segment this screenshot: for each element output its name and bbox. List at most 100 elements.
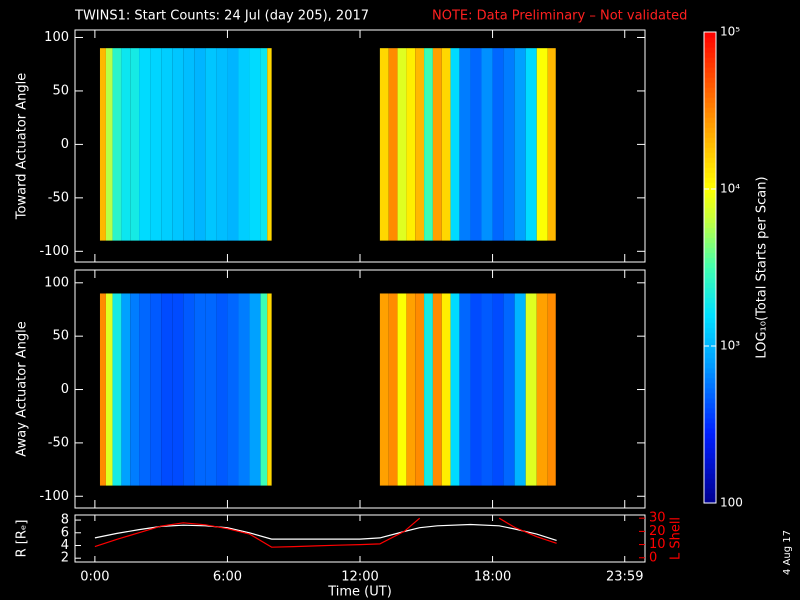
heatmap-cell (492, 293, 504, 486)
heatmap-cell (441, 293, 451, 486)
heatmap-cell (194, 293, 206, 486)
heatmap-cell (172, 48, 184, 241)
x-axis-label: Time (UT) (327, 585, 392, 600)
heatmap-cell (205, 48, 217, 241)
colorbar-segment (704, 132, 716, 138)
colorbar-segment (704, 327, 716, 334)
colorbar-segment (704, 37, 716, 43)
heatmap-cell (547, 48, 556, 241)
colorbar-segment (704, 167, 716, 173)
colorbar-segment (704, 387, 716, 394)
colorbar-segment (704, 302, 716, 309)
y-tick-label: 0 (61, 382, 69, 397)
colorbar-segment (704, 307, 716, 314)
colorbar-segment (704, 477, 716, 484)
colorbar-segment (704, 487, 716, 494)
y-tick-label: -50 (48, 190, 69, 205)
colorbar-segment (704, 467, 716, 474)
chart-note: NOTE: Data Preliminary – Not validated (432, 9, 687, 24)
colorbar-segment (704, 457, 716, 464)
y-axis-label: Toward Actuator Angle (15, 73, 30, 220)
colorbar-segment (704, 367, 716, 374)
colorbar-segment (704, 452, 716, 459)
colorbar-segment (704, 192, 716, 198)
colorbar-segment (704, 32, 716, 38)
y2-tick-label: 10 (649, 537, 666, 552)
colorbar-tick-label: 100 (720, 496, 743, 510)
y-tick-label: 50 (52, 329, 69, 344)
colorbar-segment (704, 357, 716, 364)
y2-tick-label: 20 (649, 524, 666, 539)
y-tick-label: -50 (48, 435, 69, 450)
y-tick-label: 2 (61, 551, 69, 566)
heatmap-cell (216, 293, 228, 486)
heatmap-cell (441, 48, 451, 241)
heatmap-cell (216, 48, 228, 241)
colorbar-tick-label: 10⁴ (720, 182, 740, 196)
colorbar-segment (704, 432, 716, 439)
heatmap-cell (172, 293, 184, 486)
heatmap-cell (432, 48, 442, 241)
colorbar-segment (704, 127, 716, 133)
heatmap-cell (99, 48, 106, 241)
x-tick-label: 12:00 (341, 570, 378, 585)
heatmap-cell (150, 48, 162, 241)
y-tick-label: 100 (44, 275, 69, 290)
heatmap-cell (432, 293, 442, 486)
x-tick-label: 6:00 (213, 570, 242, 585)
colorbar-segment (704, 227, 716, 234)
y-tick-label: 4 (61, 538, 69, 553)
colorbar-segment (704, 417, 716, 424)
colorbar-segment (704, 62, 716, 68)
heatmap-cell (397, 48, 407, 241)
heatmap-cell (227, 48, 239, 241)
colorbar-segment (704, 497, 716, 504)
heatmap-cell (388, 48, 398, 241)
heatmap-cell (183, 48, 195, 241)
colorbar-segment (704, 57, 716, 63)
heatmap-cell (481, 48, 493, 241)
colorbar-segment (704, 142, 716, 148)
colorbar-segment (704, 372, 716, 379)
heatmap-cell (205, 293, 217, 486)
colorbar-segment (704, 252, 716, 259)
colorbar-segment (704, 492, 716, 499)
colorbar-segment (704, 447, 716, 454)
colorbar-tick-label: 10⁵ (720, 25, 740, 39)
heatmap-cell (450, 293, 460, 486)
y-tick-label: 50 (52, 83, 69, 98)
colorbar-segment (704, 87, 716, 93)
heatmap-cell (514, 293, 526, 486)
y-tick-label: -100 (39, 244, 69, 259)
heatmap-cell (139, 293, 151, 486)
heatmap-cell (536, 293, 548, 486)
colorbar-segment (704, 222, 716, 229)
heatmap-cell (105, 293, 113, 486)
heatmap-cell (121, 48, 131, 241)
heatmap-cell (459, 293, 471, 486)
colorbar-tick-label: 10³ (720, 339, 740, 353)
heatmap-cell (121, 293, 131, 486)
colorbar-segment (704, 422, 716, 429)
heatmap-cell (130, 48, 140, 241)
colorbar-segment (704, 442, 716, 449)
heatmap-cell (260, 293, 268, 486)
colorbar-label: LOG₁₀(Total Starts per Scan) (755, 176, 770, 358)
colorbar-segment (704, 42, 716, 48)
colorbar-segment (704, 182, 716, 188)
colorbar-segment (704, 437, 716, 444)
colorbar-segment (704, 267, 716, 274)
colorbar-segment (704, 407, 716, 414)
heatmap-cell (112, 293, 122, 486)
colorbar-segment (704, 77, 716, 83)
colorbar-segment (704, 122, 716, 128)
colorbar-segment (704, 242, 716, 249)
colorbar-segment (704, 207, 716, 213)
colorbar-segment (704, 202, 716, 208)
colorbar-segment (704, 147, 716, 153)
colorbar-segment (704, 102, 716, 108)
colorbar-segment (704, 67, 716, 73)
date-stamp: 4 Aug 17 (782, 530, 793, 575)
